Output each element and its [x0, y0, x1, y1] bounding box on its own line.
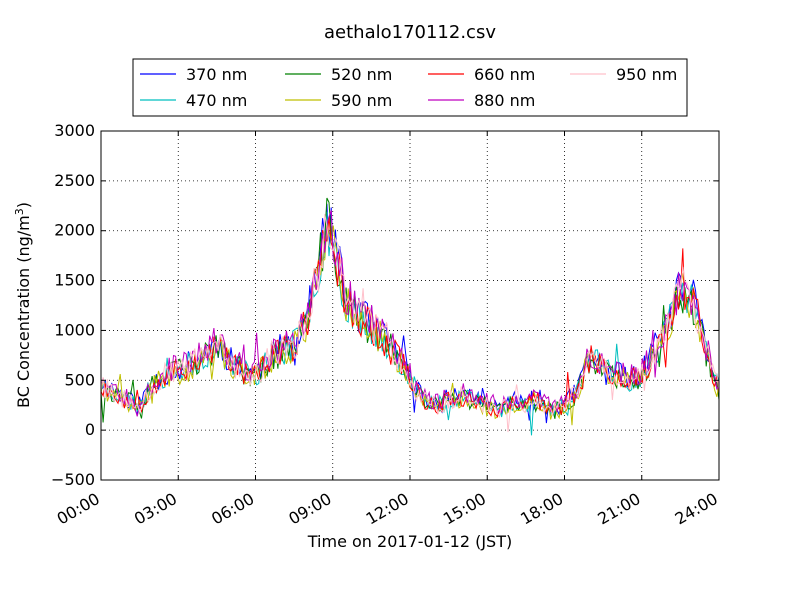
legend: 370 nm 470 nm 520 nm 590 nm 660 nm 880 nm 950 … — [140, 65, 677, 110]
legend-label: 470 nm — [186, 91, 247, 110]
x-tick-label: 24:00 — [672, 489, 721, 529]
y-tick-label: 2500 — [54, 171, 95, 190]
y-axis-label-sup: 3 — [13, 208, 26, 215]
legend-box — [132, 58, 688, 117]
series-line-470-nm — [101, 211, 719, 436]
plot-area — [101, 131, 719, 480]
x-tick-label: 21:00 — [594, 489, 643, 529]
legend-label: 520 nm — [331, 65, 392, 84]
y-tick-label: 2000 — [54, 221, 95, 240]
y-tick-label: −500 — [51, 470, 95, 489]
y-axis-label: BC Concentration (ng/m3) — [13, 202, 33, 408]
y-tick-label: 0 — [85, 420, 95, 439]
chart-title: aethalo170112.csv — [324, 22, 496, 43]
series-line-950-nm — [101, 213, 719, 433]
x-tick-label: 09:00 — [285, 489, 334, 529]
y-tick-label: 500 — [64, 370, 95, 389]
series-line-880-nm — [101, 210, 719, 417]
y-tick-label: 3000 — [54, 121, 95, 140]
legend-label: 590 nm — [331, 91, 392, 110]
y-axis-label-main: BC Concentration (ng/m — [14, 215, 33, 408]
x-tick-label: 12:00 — [363, 489, 412, 529]
legend-label: 660 nm — [474, 65, 535, 84]
legend-label: 370 nm — [186, 65, 247, 84]
y-tick-label: 1500 — [54, 271, 95, 290]
x-tick-label: 18:00 — [517, 489, 566, 529]
x-tick-label: 03:00 — [131, 489, 180, 529]
legend-label: 950 nm — [616, 65, 677, 84]
x-tick-label: 15:00 — [440, 489, 489, 529]
x-tick-label: 06:00 — [208, 489, 257, 529]
y-axis-label-close: ) — [14, 202, 33, 208]
x-axis-label: Time on 2017-01-12 (JST) — [307, 532, 512, 551]
y-tick-label: 1000 — [54, 320, 95, 339]
series-layer — [101, 197, 719, 436]
legend-label: 880 nm — [474, 91, 535, 110]
x-tick-label: 00:00 — [54, 489, 103, 529]
